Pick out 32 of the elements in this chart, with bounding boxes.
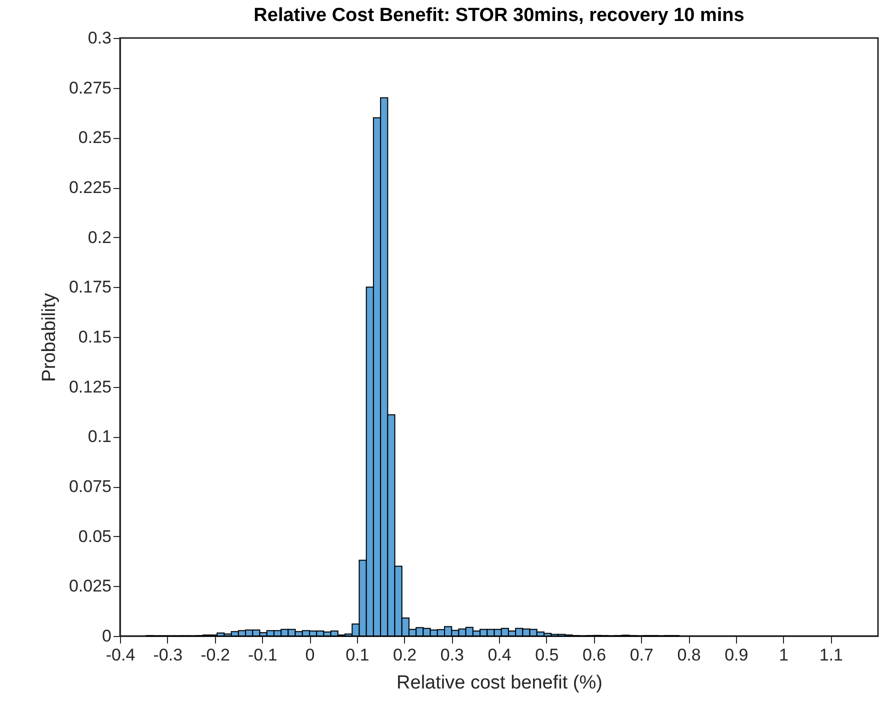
x-tick-label: -0.4	[106, 646, 136, 664]
x-tick-label: -0.1	[248, 646, 278, 664]
chart-title: Relative Cost Benefit: STOR 30mins, recovery 10 mins	[254, 5, 744, 26]
x-tick-label: 0.2	[392, 646, 417, 664]
y-axis-title: Probability	[38, 292, 60, 382]
y-tick-label: 0.25	[78, 128, 112, 148]
x-tick-label: 1	[779, 646, 788, 664]
y-tick-label: 0	[102, 626, 112, 646]
y-tick-label: 0.275	[68, 78, 112, 98]
y-tick-label: 0.3	[88, 28, 112, 48]
x-tick-label: -0.3	[153, 646, 183, 664]
x-tick-label: 0.4	[488, 646, 512, 664]
y-tick-label: 0.025	[68, 576, 112, 596]
y-tick-label: 0.1	[88, 427, 112, 446]
y-tick-label: 0.175	[68, 278, 112, 297]
y-tick-label: 0.125	[68, 377, 112, 396]
y-tick-label: 0.15	[78, 328, 112, 346]
x-tick-label: 0.3	[440, 646, 464, 664]
x-tick-label: 1.1	[819, 646, 843, 664]
x-tick-label: 0.8	[677, 646, 701, 664]
y-tick-label: 0.225	[68, 178, 112, 197]
x-tick-label: 0	[305, 646, 315, 664]
y-tick-label: 0.075	[68, 477, 112, 496]
x-tick-label: -0.2	[200, 646, 230, 664]
x-tick-label: 0.5	[535, 646, 559, 664]
x-tick-label: 0.6	[582, 646, 606, 664]
x-axis-title: Relative cost benefit (%)	[396, 672, 602, 694]
x-tick-label: 0.7	[630, 646, 654, 664]
x-tick-label: 0.1	[346, 646, 370, 664]
y-tick-label: 0.2	[88, 228, 112, 247]
y-tick-label: 0.05	[78, 526, 112, 546]
x-tick-label: 0.9	[724, 646, 748, 664]
